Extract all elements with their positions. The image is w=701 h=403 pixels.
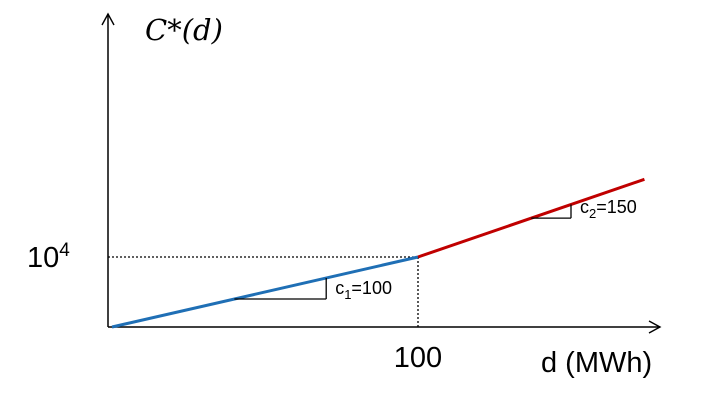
slope-label-2: c2=150 xyxy=(580,197,637,221)
y-tick-exponent: 4 xyxy=(59,240,70,261)
x-tick-label-100: 100 xyxy=(394,342,442,374)
y-tick-base: 10 xyxy=(27,242,59,274)
y-tick-label-10000: 104 xyxy=(27,240,70,274)
series-line-1 xyxy=(111,255,419,329)
x-axis-label: d (MWh) xyxy=(541,347,652,379)
slope-label-1: c1=100 xyxy=(335,278,392,302)
y-axis-label: C*(d) xyxy=(145,13,223,47)
